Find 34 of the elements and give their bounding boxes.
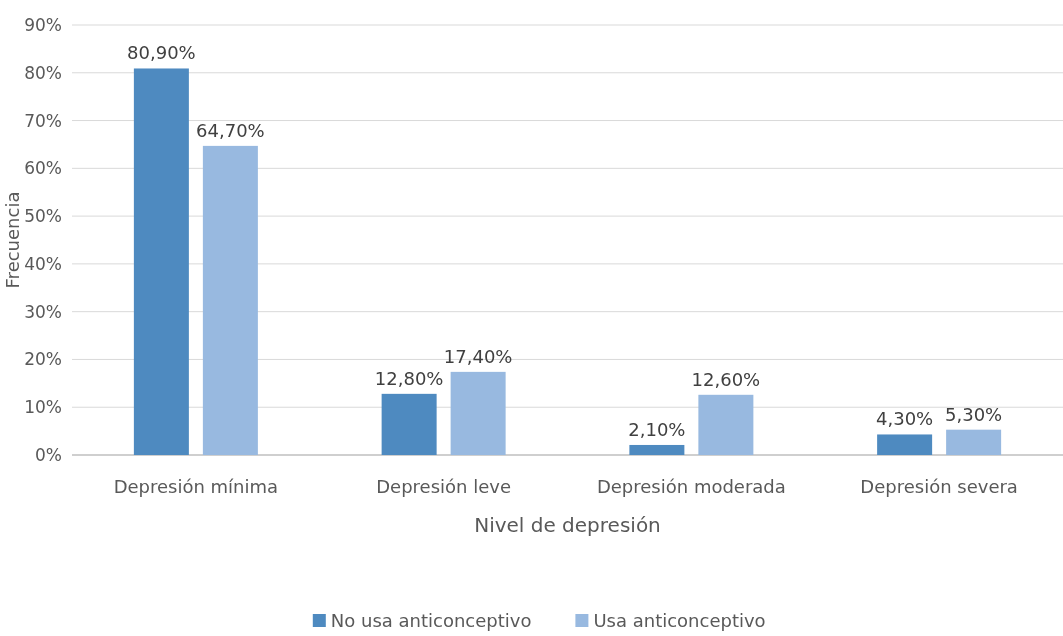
bar <box>450 371 506 455</box>
y-tick-label: 90% <box>24 15 62 35</box>
y-tick-label: 60% <box>24 158 62 179</box>
data-label: 12,80% <box>374 367 444 389</box>
data-label: 5,30% <box>945 403 1003 425</box>
data-label: 4,30% <box>876 408 934 430</box>
bar <box>202 145 258 455</box>
data-label: 64,70% <box>196 119 265 141</box>
data-label: 17,40% <box>443 345 513 367</box>
data-label: 2,10% <box>628 418 686 440</box>
y-tick-label: 20% <box>24 349 62 370</box>
y-tick-label: 40% <box>24 253 62 274</box>
x-tick-label: Depresión severa <box>860 476 1018 497</box>
data-label: 80,90% <box>127 42 196 64</box>
y-tick-label: 0% <box>35 445 62 465</box>
x-tick-label: Depresión mínima <box>113 476 279 497</box>
bar <box>381 393 437 455</box>
y-tick-label: 30% <box>24 301 62 322</box>
y-axis-title: Frecuencia <box>2 191 23 289</box>
x-axis-title: Nivel de depresión <box>474 513 661 537</box>
data-label: 12,60% <box>691 368 761 390</box>
x-tick-label: Depresión moderada <box>596 476 786 497</box>
bar <box>133 68 189 455</box>
bar <box>629 444 685 455</box>
y-tick-label: 10% <box>24 397 62 418</box>
legend-label: Usa anticonceptivo <box>593 610 766 631</box>
y-tick-label: 70% <box>24 110 62 131</box>
x-tick-label: Depresión leve <box>376 476 512 497</box>
bar <box>698 394 754 455</box>
bar <box>877 434 933 455</box>
y-tick-label: 50% <box>24 206 62 227</box>
y-tick-label: 80% <box>24 62 62 83</box>
bar <box>946 429 1002 455</box>
legend-label: No usa anticonceptivo <box>330 610 532 631</box>
